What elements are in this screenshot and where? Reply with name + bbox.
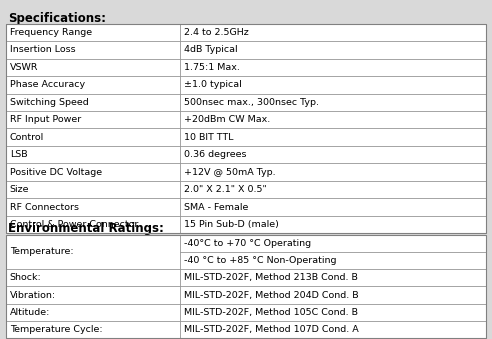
Bar <box>6 163 180 181</box>
Text: Vibration:: Vibration: <box>10 291 56 300</box>
Bar <box>6 181 180 198</box>
Text: 2.0" X 2.1" X 0.5": 2.0" X 2.1" X 0.5" <box>184 185 267 194</box>
Text: Environmental Ratings:: Environmental Ratings: <box>8 222 164 235</box>
Text: +20dBm CW Max.: +20dBm CW Max. <box>184 115 271 124</box>
Bar <box>180 59 486 76</box>
Text: Specifications:: Specifications: <box>8 12 106 25</box>
Bar <box>180 181 486 198</box>
Text: 0.36 degrees: 0.36 degrees <box>184 150 247 159</box>
Bar <box>180 111 486 128</box>
Text: ±1.0 typical: ±1.0 typical <box>184 80 242 89</box>
Text: MIL-STD-202F, Method 107D Cond. A: MIL-STD-202F, Method 107D Cond. A <box>184 325 359 334</box>
Text: MIL-STD-202F, Method 213B Cond. B: MIL-STD-202F, Method 213B Cond. B <box>184 273 358 282</box>
Bar <box>6 198 180 216</box>
Bar <box>180 269 486 286</box>
Text: Insertion Loss: Insertion Loss <box>10 45 75 55</box>
Text: VSWR: VSWR <box>10 63 38 72</box>
Text: -40 °C to +85 °C Non-Operating: -40 °C to +85 °C Non-Operating <box>184 256 337 265</box>
Bar <box>180 216 486 233</box>
Bar <box>6 59 180 76</box>
Text: -40°C to +70 °C Operating: -40°C to +70 °C Operating <box>184 239 311 248</box>
Bar <box>180 76 486 94</box>
Text: Control & Power Connector: Control & Power Connector <box>10 220 138 229</box>
Bar <box>6 286 180 304</box>
Text: Frequency Range: Frequency Range <box>10 28 92 37</box>
Text: Shock:: Shock: <box>10 273 42 282</box>
Text: Positive DC Voltage: Positive DC Voltage <box>10 167 102 177</box>
Bar <box>6 128 180 146</box>
Bar <box>6 269 180 286</box>
Bar <box>6 146 180 163</box>
Bar <box>6 304 180 321</box>
Bar <box>6 216 180 233</box>
Text: Switching Speed: Switching Speed <box>10 98 89 107</box>
Bar <box>180 235 486 252</box>
Bar <box>6 321 180 338</box>
Bar <box>180 146 486 163</box>
Bar <box>180 94 486 111</box>
Text: +12V @ 50mA Typ.: +12V @ 50mA Typ. <box>184 167 276 177</box>
Text: 15 Pin Sub-D (male): 15 Pin Sub-D (male) <box>184 220 279 229</box>
Bar <box>180 252 486 269</box>
Text: SMA - Female: SMA - Female <box>184 202 249 212</box>
Bar <box>6 111 180 128</box>
Bar <box>180 24 486 41</box>
Bar <box>6 94 180 111</box>
Bar <box>180 286 486 304</box>
Bar <box>180 304 486 321</box>
Bar <box>6 235 180 269</box>
Text: RF Input Power: RF Input Power <box>10 115 81 124</box>
Bar <box>180 198 486 216</box>
Bar <box>180 128 486 146</box>
Text: 10 BIT TTL: 10 BIT TTL <box>184 133 234 142</box>
Bar <box>6 76 180 94</box>
Text: Phase Accuracy: Phase Accuracy <box>10 80 85 89</box>
Text: MIL-STD-202F, Method 204D Cond. B: MIL-STD-202F, Method 204D Cond. B <box>184 291 359 300</box>
Text: LSB: LSB <box>10 150 28 159</box>
Text: Altitude:: Altitude: <box>10 308 50 317</box>
Text: Size: Size <box>10 185 30 194</box>
Text: 1.75:1 Max.: 1.75:1 Max. <box>184 63 241 72</box>
Bar <box>6 41 180 59</box>
Text: Temperature:: Temperature: <box>10 247 73 256</box>
Bar <box>6 24 180 41</box>
Bar <box>180 321 486 338</box>
Text: Control: Control <box>10 133 44 142</box>
Bar <box>180 41 486 59</box>
Bar <box>180 163 486 181</box>
Text: RF Connectors: RF Connectors <box>10 202 79 212</box>
Text: MIL-STD-202F, Method 105C Cond. B: MIL-STD-202F, Method 105C Cond. B <box>184 308 359 317</box>
Bar <box>6 24 486 233</box>
Bar <box>6 235 486 338</box>
Text: 500nsec max., 300nsec Typ.: 500nsec max., 300nsec Typ. <box>184 98 319 107</box>
Text: Temperature Cycle:: Temperature Cycle: <box>10 325 102 334</box>
Text: 2.4 to 2.5GHz: 2.4 to 2.5GHz <box>184 28 249 37</box>
Text: 4dB Typical: 4dB Typical <box>184 45 238 55</box>
